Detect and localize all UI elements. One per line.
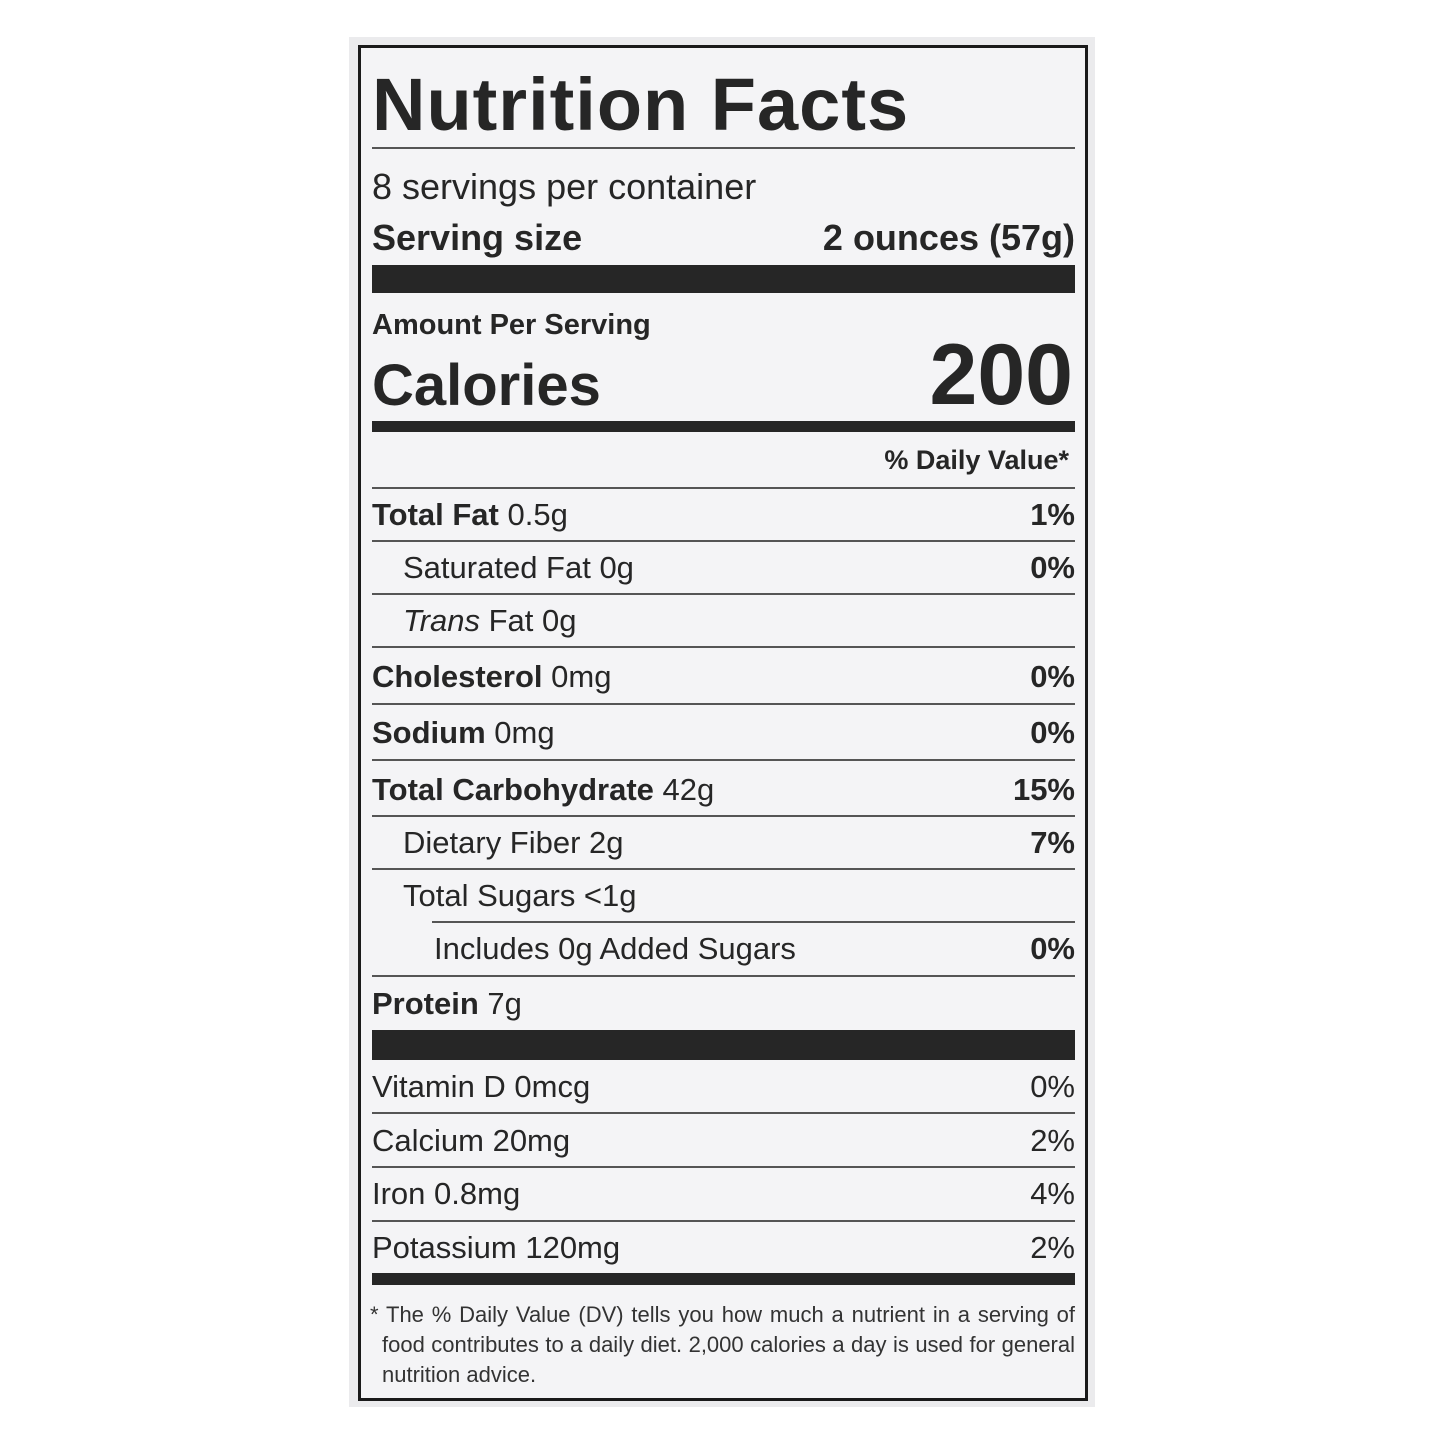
divider bbox=[372, 759, 1075, 761]
nutrient-text: Total Sugars <1g bbox=[403, 878, 637, 913]
nutrient-name: Total Carbohydrate bbox=[372, 772, 654, 807]
nutrient-row: Protein 7g bbox=[372, 982, 1075, 1026]
nutrient-text: Saturated Fat 0g bbox=[403, 550, 634, 585]
thick-bar bbox=[372, 1030, 1075, 1060]
nutrient-amount: 0mg bbox=[551, 659, 612, 694]
nutrient-dv: 0% bbox=[1030, 931, 1075, 966]
nutrient-dv: 1% bbox=[1030, 497, 1075, 532]
nutrient-amount: Fat 0g bbox=[488, 603, 577, 638]
nutrient-amount: 42g bbox=[662, 772, 715, 807]
vitamin-row: Iron 0.8mg 4% bbox=[372, 1172, 1075, 1216]
nutrient-row: Saturated Fat 0g 0% bbox=[372, 546, 1075, 590]
nutrient-dv: 0% bbox=[1030, 715, 1075, 750]
divider bbox=[372, 593, 1075, 595]
divider bbox=[372, 815, 1075, 817]
nutrient-row: Total Carbohydrate 42g 15% bbox=[372, 768, 1075, 812]
nutrient-row: Trans Fat 0g bbox=[372, 599, 1075, 643]
nutrient-amount: 0mg bbox=[494, 715, 555, 750]
nutrient-row: Cholesterol 0mg 0% bbox=[372, 655, 1075, 699]
nutrient-row: Includes 0g Added Sugars 0% bbox=[372, 927, 1075, 971]
nutrient-dv: 0% bbox=[1030, 659, 1075, 694]
vitamin-dv: 0% bbox=[1030, 1069, 1075, 1104]
nutrient-name: Protein bbox=[372, 986, 479, 1021]
vitamin-row: Calcium 20mg 2% bbox=[372, 1119, 1075, 1163]
nutrient: Protein 7g bbox=[372, 986, 522, 1022]
amount-label: Amount Per Serving bbox=[372, 309, 651, 341]
nutrient-row: Total Fat 0.5g 1% bbox=[372, 493, 1075, 537]
serving-size-label: Serving size bbox=[372, 217, 583, 258]
nutrient-name: Cholesterol bbox=[372, 659, 543, 694]
divider bbox=[372, 1166, 1075, 1168]
vitamin-dv: 4% bbox=[1030, 1176, 1075, 1211]
divider bbox=[372, 1112, 1075, 1114]
nutrient-amount: 0.5g bbox=[507, 497, 568, 532]
nutrient: Trans Fat 0g bbox=[372, 603, 576, 639]
divider bbox=[372, 868, 1075, 870]
vitamin-text: Calcium 20mg bbox=[372, 1123, 571, 1158]
nutrient-dv: 7% bbox=[1030, 825, 1075, 860]
vitamin-text: Vitamin D 0mcg bbox=[372, 1069, 591, 1104]
nutrient-name: Sodium bbox=[372, 715, 486, 750]
medium-bar bbox=[372, 1273, 1075, 1285]
vitamin-dv: 2% bbox=[1030, 1123, 1075, 1158]
nutrient-row: Total Sugars <1g bbox=[372, 874, 1075, 918]
nutrient-text: Dietary Fiber 2g bbox=[403, 825, 624, 860]
nutrient-name: Total Fat bbox=[372, 497, 499, 532]
nutrient: Sodium 0mg bbox=[372, 715, 555, 751]
calories-label: Calories bbox=[372, 353, 601, 418]
medium-bar bbox=[372, 421, 1075, 432]
footnote: * The % Daily Value (DV) tells you how m… bbox=[370, 1302, 1075, 1387]
divider bbox=[372, 646, 1075, 648]
divider bbox=[372, 975, 1075, 977]
nutrient-amount: 7g bbox=[487, 986, 522, 1021]
divider bbox=[372, 147, 1075, 149]
nutrient: Total Carbohydrate 42g bbox=[372, 772, 714, 808]
nutrient-row: Dietary Fiber 2g 7% bbox=[372, 821, 1075, 865]
daily-value-header: % Daily Value* bbox=[884, 445, 1069, 475]
thick-bar bbox=[372, 265, 1075, 293]
divider bbox=[372, 1220, 1075, 1222]
title: Nutrition Facts bbox=[372, 63, 910, 146]
vitamin-dv: 2% bbox=[1030, 1230, 1075, 1265]
divider bbox=[432, 921, 1075, 923]
servings: 8 servings per container bbox=[372, 166, 757, 207]
nutrient-name: Trans bbox=[403, 603, 480, 638]
nutrient-text: Includes 0g Added Sugars bbox=[434, 931, 796, 966]
vitamin-text: Potassium 120mg bbox=[372, 1230, 621, 1265]
nutrient-dv: 0% bbox=[1030, 550, 1075, 585]
vitamin-row: Potassium 120mg 2% bbox=[372, 1226, 1075, 1270]
vitamin-text: Iron 0.8mg bbox=[372, 1176, 521, 1211]
nutrient: Total Fat 0.5g bbox=[372, 497, 568, 533]
serving-size-value: 2 ounces (57g) bbox=[822, 217, 1075, 258]
nutrient-row: Sodium 0mg 0% bbox=[372, 711, 1075, 755]
serving-size-row: Serving size 2 ounces (57g) bbox=[372, 216, 1075, 260]
nutrient: Cholesterol 0mg bbox=[372, 659, 611, 695]
vitamin-row: Vitamin D 0mcg 0% bbox=[372, 1065, 1075, 1109]
calories-value: 200 bbox=[929, 327, 1074, 423]
divider bbox=[372, 703, 1075, 705]
divider bbox=[372, 540, 1075, 542]
divider bbox=[372, 487, 1075, 489]
nutrient-dv: 15% bbox=[1012, 772, 1075, 807]
